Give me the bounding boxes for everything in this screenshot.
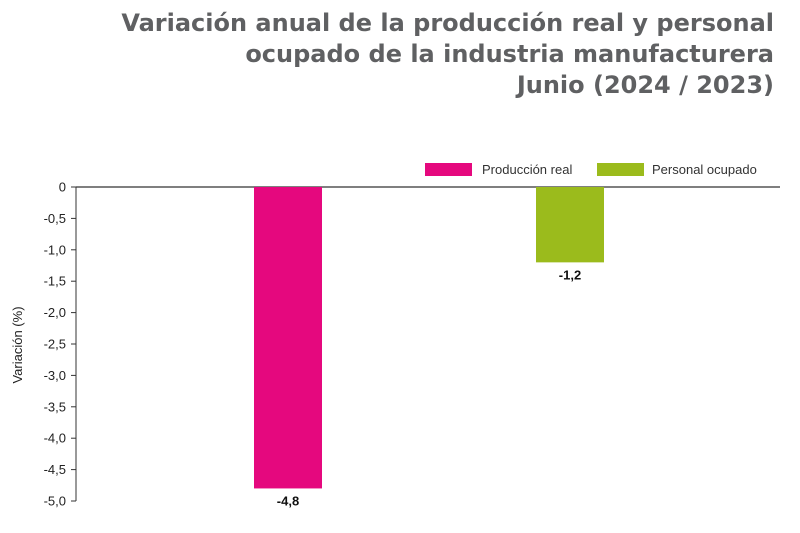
y-tick-label: -4,5 [44,462,66,477]
y-tick-label: -3,5 [44,399,66,414]
legend-swatch [425,163,472,176]
title-line-1: Variación anual de la producción real y … [121,9,774,37]
y-tick-label: -0,5 [44,211,66,226]
y-tick-label: 0 [59,180,66,195]
y-tick-label: -2,0 [44,305,66,320]
y-tick-label: -1,5 [44,274,66,289]
bar-produccion-real [254,187,322,489]
y-axis-label: Variación (%) [10,306,25,383]
y-axis: 0 -0,5 -1,0 -1,5 -2,0 -2,5 -3,0 -3,5 -4,0 -4,5 -5,… [44,180,780,509]
bar-personal-ocupado [536,187,604,263]
y-tick-label: -4,0 [44,431,66,446]
title-line-2: ocupado de la industria manufacturera [245,40,774,68]
title-line-3: Junio (2024 / 2023) [516,71,774,99]
data-label: -1,2 [559,267,581,282]
bars: -4,8 -1,2 [254,187,604,508]
legend: Producción real Personal ocupado [425,162,757,177]
y-tick-label: -1,0 [44,242,66,257]
legend-swatch [597,163,644,176]
y-tick-label: -5,0 [44,494,66,509]
legend-label: Personal ocupado [652,162,757,177]
y-tick-label: -3,0 [44,368,66,383]
chart-title: Variación anual de la producción real y … [121,8,774,101]
y-tick-label: -2,5 [44,337,66,352]
data-label: -4,8 [277,493,299,508]
legend-label: Producción real [482,162,572,177]
